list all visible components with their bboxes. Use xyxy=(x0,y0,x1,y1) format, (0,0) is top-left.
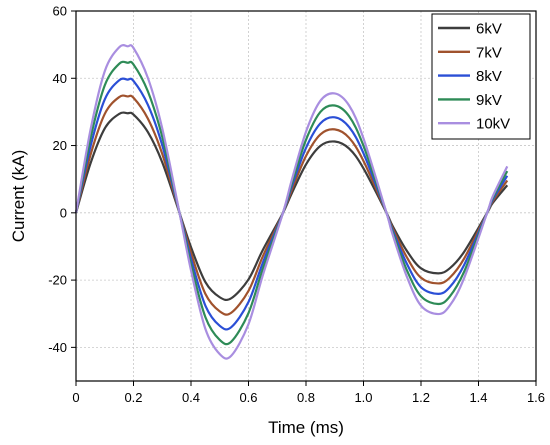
series-line-10kV xyxy=(74,44,509,360)
legend-label: 9kV xyxy=(476,92,502,109)
x-tick-label: 1.6 xyxy=(527,390,545,405)
x-tick-label: 1.2 xyxy=(412,390,430,405)
x-tick-label: 0.4 xyxy=(182,390,200,405)
y-tick-label: 20 xyxy=(53,138,67,153)
y-axis-title: Current (kA) xyxy=(9,150,28,243)
y-tick-label: -20 xyxy=(48,273,67,288)
axis-ticks: 0 0.2 0.4 0.6 0.8 1.0 1.2 1.4 1.6 -40 -20 0 20 40 60 xyxy=(48,4,545,406)
legend-label: 8kV xyxy=(476,68,502,85)
x-tick-label: 0.2 xyxy=(124,390,142,405)
plot-area xyxy=(74,44,509,360)
x-tick-label: 0.6 xyxy=(239,390,257,405)
x-tick-label: 1.4 xyxy=(469,390,487,405)
y-tick-label: 60 xyxy=(53,4,67,19)
x-tick-label: 0 xyxy=(72,390,79,405)
legend-label: 6kV xyxy=(476,21,502,38)
legend: 6kV 7kV 8kV 9kV 10kV xyxy=(431,13,531,140)
x-axis-title: Time (ms) xyxy=(268,418,344,437)
legend-label: 7kV xyxy=(476,44,502,61)
y-tick-label: 0 xyxy=(60,205,67,220)
x-tick-label: 0.8 xyxy=(297,390,315,405)
series-line-6kV xyxy=(74,111,509,302)
legend-label: 10kV xyxy=(476,116,510,133)
y-tick-label: -40 xyxy=(48,340,67,355)
x-tick-label: 1.0 xyxy=(354,390,372,405)
y-tick-label: 40 xyxy=(53,71,67,86)
